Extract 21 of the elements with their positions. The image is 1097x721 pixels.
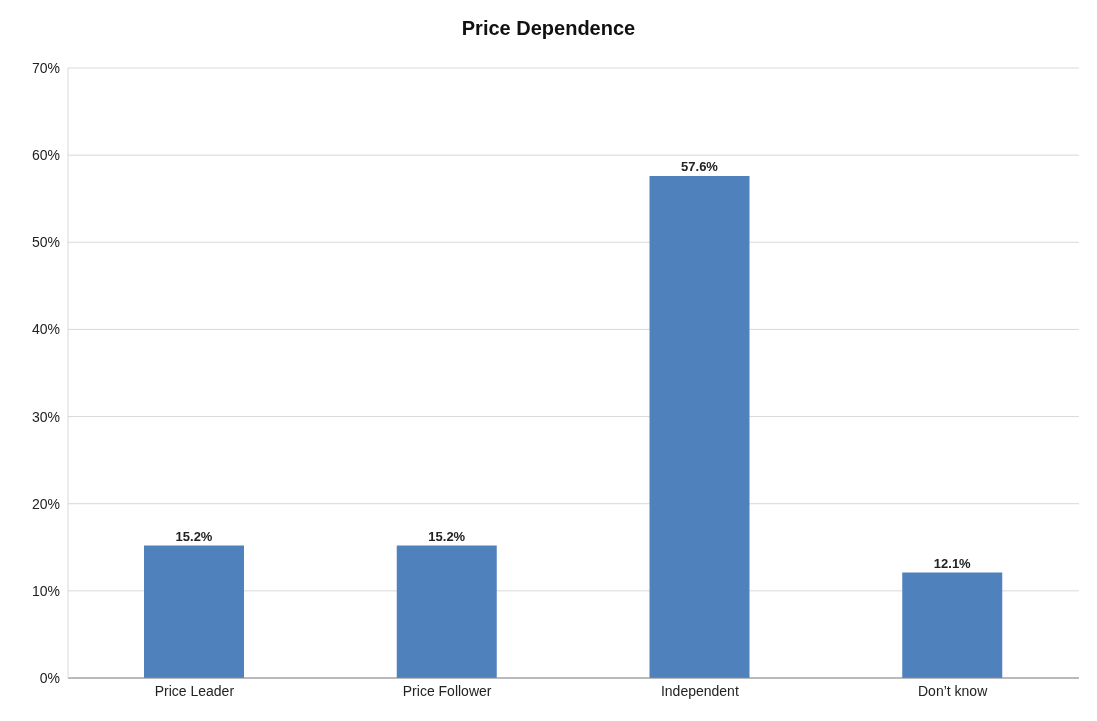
y-tick-label: 0% <box>39 669 60 686</box>
bar <box>396 545 497 678</box>
x-tick-label: Price Leader <box>154 682 235 699</box>
bar <box>649 176 750 678</box>
chart-title: Price Dependence <box>460 16 637 41</box>
data-label: 15.2% <box>428 528 466 544</box>
x-tick-label: Price Follower <box>402 682 492 699</box>
y-tick-label: 30% <box>31 408 60 425</box>
data-label: 57.6% <box>681 159 719 175</box>
y-tick-label: 60% <box>31 147 60 164</box>
bar <box>902 572 1003 678</box>
x-tick-label: Don’t know <box>917 682 989 699</box>
y-tick-label: 50% <box>31 234 60 251</box>
y-tick-label: 20% <box>31 495 60 512</box>
bar <box>144 545 244 678</box>
data-label: 15.2% <box>175 528 213 544</box>
x-tick-label: Independent <box>660 682 739 699</box>
y-tick-label: 40% <box>31 321 60 338</box>
y-tick-label: 10% <box>31 582 60 599</box>
y-tick-label: 70% <box>31 59 60 76</box>
data-label: 12.1% <box>933 555 972 571</box>
